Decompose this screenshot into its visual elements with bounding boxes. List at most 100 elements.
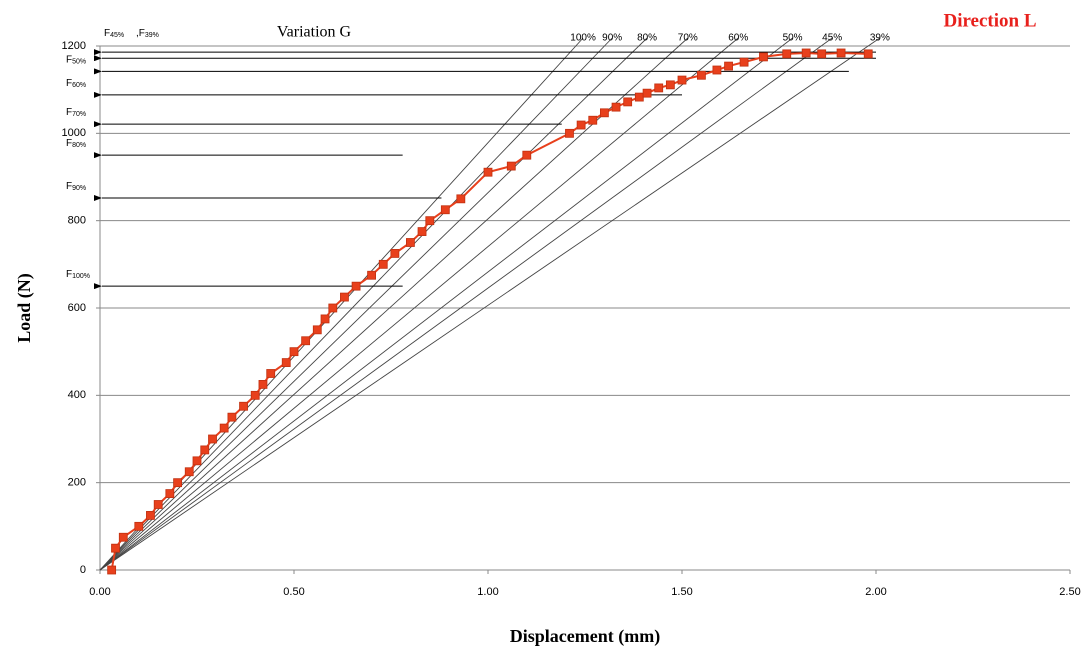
secant-label: 70% — [678, 33, 698, 44]
arrow-label-sub: 100% — [72, 273, 90, 280]
arrow-label-sub: 39% — [145, 32, 159, 39]
data-point — [600, 108, 609, 118]
data-point — [258, 380, 268, 389]
data-point — [739, 57, 749, 67]
secant-line — [99, 37, 739, 571]
chart-subtitle: Direction L — [943, 10, 1036, 31]
arrow-label-prefix: F — [66, 78, 72, 89]
data-point — [665, 80, 675, 90]
x-tick-label: 1.00 — [477, 586, 498, 598]
data-point — [301, 336, 311, 346]
x-tick-label: 2.50 — [1059, 586, 1080, 598]
arrow-label: F90% — [66, 181, 86, 192]
data-point — [440, 205, 450, 215]
data-point — [351, 281, 361, 291]
data-point — [340, 292, 349, 302]
y-tick-label: 1000 — [62, 127, 86, 139]
data-point — [417, 227, 427, 236]
data-point — [642, 88, 652, 98]
data-point — [165, 489, 175, 498]
data-point — [654, 83, 664, 93]
data-point — [405, 238, 415, 247]
arrow-label-prefix: F — [66, 138, 72, 149]
x-tick-label: 2.00 — [865, 586, 886, 598]
y-tick-label: 800 — [68, 215, 86, 227]
arrow-label-sub: 45% — [110, 32, 124, 39]
data-point — [173, 478, 183, 488]
arrow-label-prefix: F — [66, 107, 72, 118]
data-point — [588, 115, 598, 125]
data-point — [266, 369, 276, 378]
data-point — [328, 303, 338, 313]
data-point — [634, 92, 644, 102]
arrow-label-sub: 70% — [72, 111, 86, 118]
arrow-label: F70% — [66, 107, 86, 118]
secant-line — [99, 37, 613, 571]
y-tick-label: 0 — [80, 564, 86, 576]
data-point — [677, 75, 687, 85]
arrow-label: F45% — [104, 28, 124, 39]
data-point — [219, 423, 229, 433]
data-point — [611, 102, 621, 112]
arrow-label: F100% — [66, 269, 90, 280]
data-point — [425, 216, 435, 226]
arrow-label: F80% — [66, 138, 86, 149]
data-point — [320, 314, 330, 324]
arrow-label-sub: 90% — [72, 185, 86, 192]
arrow-label-sub: 60% — [72, 82, 86, 89]
data-point — [506, 161, 516, 171]
arrow-label-prefix: F — [104, 28, 110, 39]
data-point — [712, 65, 722, 75]
data-line — [110, 51, 869, 571]
data-point — [817, 49, 827, 59]
data-point — [192, 456, 202, 466]
arrow-label: F50% — [66, 54, 86, 65]
data-point — [390, 249, 400, 258]
data-point — [107, 565, 117, 575]
data-point — [565, 128, 574, 138]
arrow-label: F60% — [66, 78, 86, 89]
secant-label: 45% — [822, 33, 842, 44]
arrow-label: ,F39% — [136, 28, 159, 39]
data-point — [239, 401, 248, 411]
secant-line — [99, 37, 648, 571]
secant-line — [99, 37, 689, 571]
data-point — [111, 543, 120, 553]
data-point — [146, 511, 155, 520]
data-point — [863, 49, 873, 59]
data-point — [281, 358, 291, 367]
data-point — [378, 259, 388, 269]
secant-label: 50% — [783, 33, 803, 44]
data-point — [208, 434, 217, 444]
secant-line — [99, 37, 793, 571]
arrow-label-sub: 50% — [72, 58, 86, 65]
data-point — [289, 347, 299, 357]
data-point — [759, 52, 768, 62]
data-point — [153, 500, 163, 509]
data-point — [782, 49, 792, 59]
x-axis-label: Displacement (mm) — [510, 626, 660, 647]
data-point — [724, 61, 733, 71]
arrow-label-prefix: F — [66, 54, 72, 65]
data-point — [227, 412, 237, 422]
data-point — [801, 48, 811, 58]
data-point — [367, 270, 377, 280]
arrow-label-prefix: F — [66, 181, 72, 192]
secant-label: 100% — [570, 33, 596, 44]
secant-label: 80% — [637, 33, 657, 44]
x-tick-label: 0.50 — [283, 586, 304, 598]
y-tick-label: 400 — [68, 389, 86, 401]
data-point — [184, 467, 194, 477]
secant-label: 60% — [728, 33, 748, 44]
data-point — [576, 120, 586, 130]
data-point — [623, 97, 633, 107]
data-point — [836, 48, 846, 58]
data-point — [312, 325, 322, 335]
data-point — [134, 521, 144, 531]
secant-line — [99, 37, 833, 571]
data-point — [250, 390, 260, 400]
y-tick-label: 1200 — [62, 40, 86, 52]
data-point — [522, 150, 532, 160]
data-point — [200, 445, 210, 455]
